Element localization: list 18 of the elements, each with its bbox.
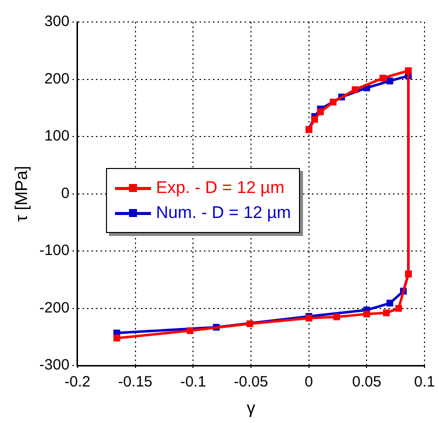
x-tick-label: -0.1: [180, 374, 206, 391]
y-tick-label: 0: [61, 184, 70, 202]
y-tick-label: -300: [39, 356, 70, 374]
x-tick-label: -0.15: [118, 374, 152, 391]
y-tick-label: -100: [39, 242, 70, 260]
x-tick-label: 0.05: [352, 374, 382, 391]
x-tick-label: 0.1: [414, 374, 436, 391]
x-tick-label: -0.2: [64, 374, 90, 391]
y-tick-label: 100: [44, 128, 70, 145]
y-axis-title: τ [MPa]: [12, 166, 31, 222]
y-tick-label: 200: [44, 70, 70, 88]
legend-label: Num. - D = 12 µm: [156, 203, 291, 223]
x-axis-title: γ: [246, 398, 256, 418]
y-tick-label: 300: [44, 13, 70, 30]
x-tick-label: -0.05: [234, 374, 268, 391]
y-tick-label: -200: [39, 299, 70, 316]
legend-label: Exp. - D = 12 µm: [156, 178, 284, 198]
x-tick-label: 0: [304, 374, 314, 391]
